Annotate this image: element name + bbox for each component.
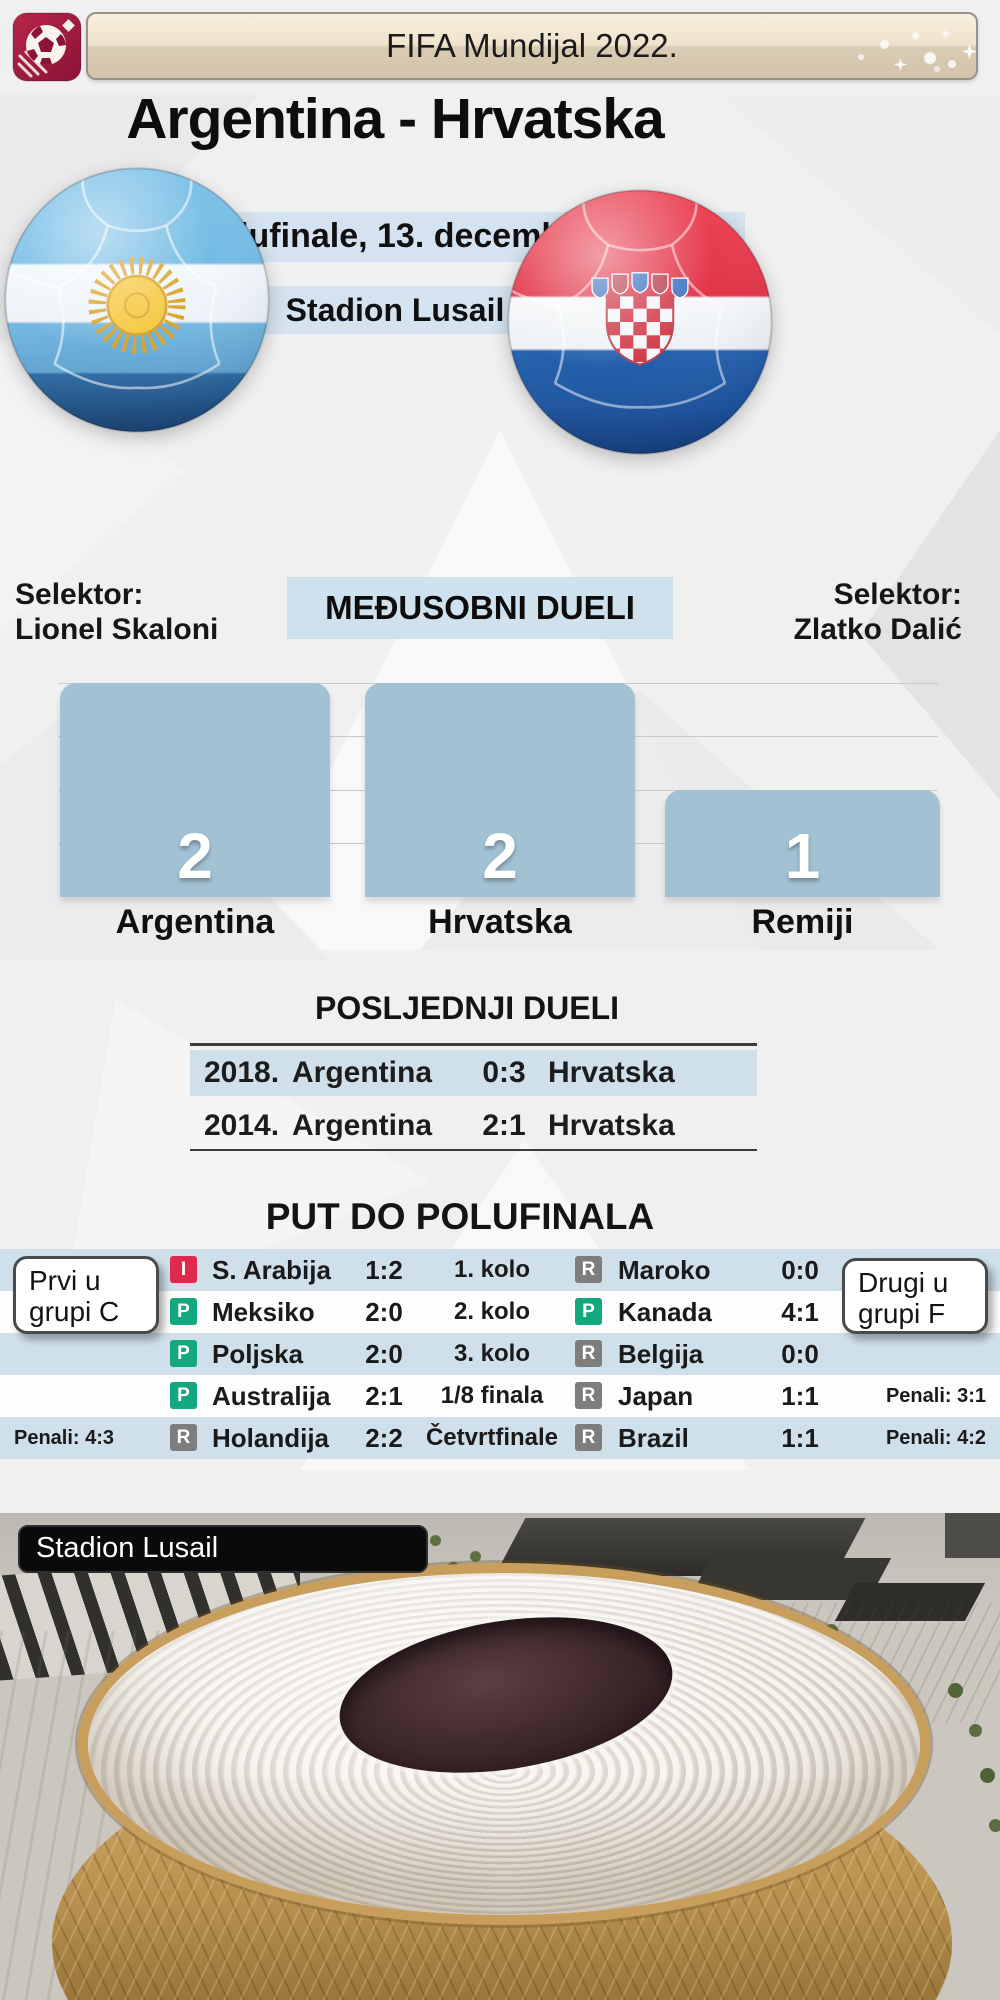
cro-penalties: Penali: 4:2: [885, 1427, 986, 1449]
arg-penalties: Penali: 4:3: [14, 1427, 115, 1449]
head-to-head-header: MEĐUSOBNI DUELI: [287, 577, 673, 639]
table-row: P Australija 2:1 1/8 finala R Japan 1:1 …: [0, 1375, 1000, 1417]
duel-home: Argentina: [292, 1056, 433, 1089]
away-coach: Selektor: Zlatko Dalić: [794, 577, 962, 647]
cro-score: 1:1: [781, 1381, 819, 1411]
arg-score: 2:2: [365, 1423, 403, 1453]
result-badge: P: [170, 1298, 197, 1325]
argentina-group-note: Prvi u grupi C: [13, 1256, 159, 1334]
road-title: PUT DO POLUFINALA: [265, 1196, 655, 1237]
stadium-photo: Stadion Lusail: [0, 1513, 1000, 2000]
table-row: Penali: 4:3 R Holandija 2:2 Četvrtfinale…: [0, 1417, 1000, 1459]
bar-label-draws: Remiji: [751, 903, 854, 941]
bar-croatia-wins: 2: [365, 683, 635, 897]
arg-score: 2:0: [365, 1339, 403, 1369]
head-to-head-title: MEĐUSOBNI DUELI: [325, 589, 635, 626]
stage-date-text: Polufinale, 13. decembar: [195, 217, 595, 255]
cro-opponent: Maroko: [618, 1255, 711, 1285]
duel-home: Argentina: [292, 1109, 433, 1142]
round-label: 2. kolo: [453, 1298, 531, 1325]
note-line: Prvi u: [29, 1265, 101, 1296]
croatia-group-note: Drugi u grupi F: [842, 1258, 988, 1334]
result-badge: P: [170, 1382, 197, 1409]
header-title: FIFA Mundijal 2022.: [386, 27, 678, 64]
croatia-flag-ball: [507, 189, 773, 455]
match-title: Argentina - Hrvatska: [126, 87, 665, 151]
duel-away: Hrvatska: [548, 1056, 675, 1089]
arg-score: 2:0: [365, 1297, 403, 1327]
argentina-flag-ball: [4, 167, 270, 433]
bar-argentina-wins: 2: [60, 683, 330, 897]
table-row: P Meksiko 2:0 2. kolo P Kanada 4:1: [0, 1291, 1000, 1333]
result-badge: R: [575, 1382, 602, 1409]
bar-value: 2: [177, 820, 213, 892]
arg-opponent: Poljska: [212, 1339, 304, 1369]
venue-text: Stadion Lusail: [285, 292, 505, 328]
bar-label-croatia: Hrvatska: [428, 903, 572, 941]
cro-score: 0:0: [781, 1255, 819, 1285]
table-row: 2014. Argentina 2:1 Hrvatska: [190, 1103, 757, 1149]
cro-score: 0:0: [781, 1339, 819, 1369]
result-badge: R: [575, 1256, 602, 1283]
table-row: I S. Arabija 1:2 1. kolo R Maroko 0:0: [0, 1249, 1000, 1291]
last-duels-title: POSLJEDNJI DUELI: [314, 990, 620, 1026]
cro-opponent: Japan: [618, 1381, 694, 1411]
cro-penalties: Penali: 3:1: [885, 1385, 986, 1407]
bar-value: 1: [784, 820, 821, 892]
duel-score: 2:1: [482, 1109, 526, 1142]
arg-opponent: Meksiko: [212, 1297, 315, 1327]
duel-away: Hrvatska: [548, 1109, 675, 1142]
home-coach-name: Lionel Skaloni: [15, 613, 219, 646]
away-coach-name: Zlatko Dalić: [793, 613, 962, 646]
note-line: Drugi u: [858, 1267, 949, 1298]
round-label: 1. kolo: [453, 1256, 531, 1283]
arg-score: 1:2: [365, 1255, 403, 1285]
table-row: 2018. Argentina 0:3 Hrvatska: [190, 1050, 757, 1096]
away-coach-label: Selektor:: [833, 578, 962, 611]
round-label: 1/8 finala: [440, 1382, 544, 1409]
cro-score: 1:1: [781, 1423, 819, 1453]
stadium-label: Stadion Lusail: [18, 1525, 428, 1573]
note-line: grupi F: [858, 1298, 946, 1329]
last-duels-table: 2018. Argentina 0:3 Hrvatska 2014. Argen…: [190, 1043, 757, 1151]
bar-value: 2: [482, 820, 518, 892]
result-badge: R: [170, 1424, 197, 1451]
arg-opponent: Holandija: [212, 1423, 330, 1453]
building: [945, 1513, 1000, 1558]
note-line: grupi C: [29, 1296, 120, 1327]
result-badge: R: [575, 1340, 602, 1367]
round-label: Četvrtfinale: [425, 1424, 559, 1451]
result-badge: P: [575, 1298, 602, 1325]
duel-year: 2014.: [204, 1109, 280, 1142]
home-coach-label: Selektor:: [15, 578, 144, 611]
arg-score: 2:1: [365, 1381, 403, 1411]
cro-score: 4:1: [781, 1297, 819, 1327]
result-badge: I: [170, 1256, 197, 1283]
cro-opponent: Kanada: [618, 1297, 712, 1327]
bar-label-argentina: Argentina: [115, 903, 275, 941]
cro-opponent: Belgija: [618, 1339, 704, 1369]
bar-draws: 1: [665, 790, 940, 897]
cro-opponent: Brazil: [618, 1423, 689, 1453]
home-coach: Selektor: Lionel Skaloni: [15, 577, 218, 647]
duel-year: 2018.: [204, 1056, 280, 1089]
arg-opponent: S. Arabija: [212, 1255, 331, 1285]
arg-opponent: Australija: [212, 1381, 331, 1411]
result-badge: R: [575, 1424, 602, 1451]
table-row: P Poljska 2:0 3. kolo R Belgija 0:0: [0, 1333, 1000, 1375]
football-logo-icon: [12, 12, 82, 82]
result-badge: P: [170, 1340, 197, 1367]
round-label: 3. kolo: [453, 1340, 531, 1367]
trees: [430, 1535, 441, 1546]
duel-score: 0:3: [482, 1056, 526, 1089]
header-banner: FIFA Mundijal 2022.: [86, 12, 978, 80]
